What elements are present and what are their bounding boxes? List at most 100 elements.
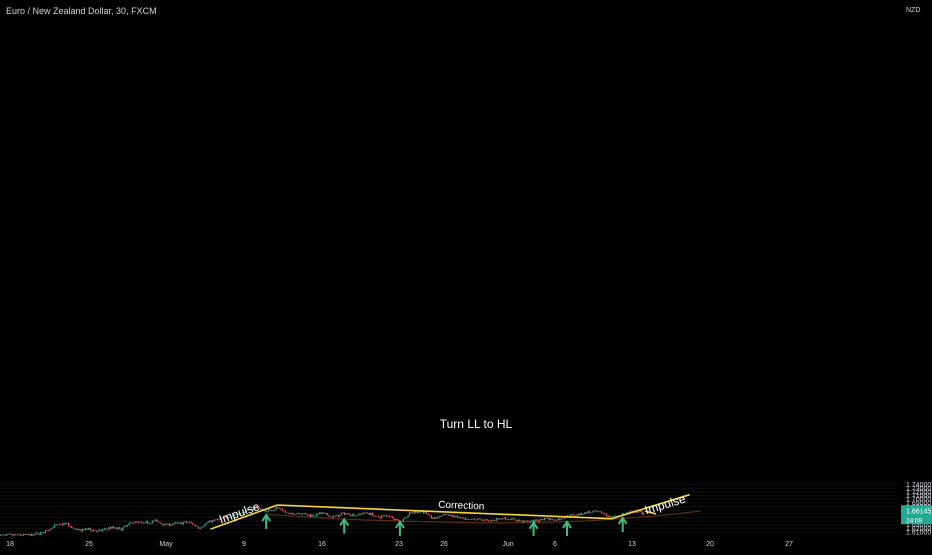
candle-body [432, 518, 434, 519]
candle-body [199, 527, 201, 529]
time-axis[interactable]: 18 25 May 9 16 23 26 Jun 6 13 20 27 [0, 536, 897, 550]
candle-body [348, 513, 350, 516]
time-axis-bg [0, 536, 897, 550]
candle-body [339, 514, 341, 517]
candle-body [595, 510, 597, 512]
candle-body [303, 512, 305, 514]
candle-body [167, 523, 169, 525]
time-tick: Jun [502, 541, 513, 548]
candle-body [41, 532, 43, 533]
candle-body [350, 515, 352, 516]
grid [0, 484, 897, 533]
candle-body [148, 523, 150, 524]
candle-body [484, 519, 487, 521]
candle-body [122, 527, 124, 531]
time-tick: May [159, 541, 173, 548]
candle-body [83, 528, 85, 530]
candle-body [455, 515, 457, 517]
candle-body [168, 523, 170, 526]
candle-body [9, 533, 11, 535]
candle-body [232, 515, 234, 517]
candle-body [277, 507, 279, 508]
candle-body [178, 522, 180, 524]
price-badge [901, 505, 932, 525]
candle-body [379, 516, 381, 519]
candle-body [219, 518, 222, 520]
candle-body [202, 526, 205, 528]
candle-body [117, 527, 119, 530]
up-arrow [395, 520, 405, 536]
candle-body [133, 522, 135, 524]
candle-body [506, 519, 508, 521]
candle-body [500, 518, 502, 520]
candle-body [190, 521, 192, 524]
candle-body [24, 534, 26, 535]
candle-body [223, 517, 225, 519]
candle-body [582, 514, 584, 515]
candle-body [161, 523, 163, 524]
candle-body [515, 519, 518, 522]
candle-body [390, 516, 392, 518]
candle-body [275, 507, 277, 510]
candle-body [539, 519, 541, 522]
candle-body [246, 509, 248, 512]
candle-body [554, 519, 556, 521]
candle-body [608, 516, 611, 518]
candle-body [198, 527, 200, 529]
candle-body [522, 520, 524, 523]
candle-body [463, 518, 465, 519]
price-axis[interactable]: NZD1.610001.620001.630001.640001.650001.… [897, 0, 932, 550]
candle-body [598, 511, 600, 513]
candle-body [295, 513, 298, 515]
time-tick: 20 [706, 541, 714, 548]
candle-body [181, 522, 183, 525]
candle-body [212, 520, 214, 523]
candle-body [109, 527, 112, 529]
candle-body [553, 519, 555, 521]
candle-body [452, 514, 454, 518]
candle-body [154, 519, 157, 521]
candle-body [396, 518, 398, 521]
candle-body [305, 512, 307, 515]
candle-body [145, 521, 147, 523]
candle-body [523, 520, 525, 523]
candle-body [100, 529, 102, 532]
price-axis-bg [897, 0, 932, 550]
candle-body [483, 520, 485, 522]
candle-body [123, 525, 126, 528]
candle-body [402, 518, 405, 522]
candle-body [216, 519, 219, 520]
candle-body [97, 530, 99, 532]
candle-body [325, 513, 327, 514]
candle-body [545, 518, 547, 519]
candle-body [37, 532, 39, 534]
candle-body [571, 514, 573, 516]
candle-body [635, 511, 637, 513]
candle-body [474, 518, 476, 520]
candle-body [460, 517, 462, 518]
candle-body [33, 534, 36, 535]
candle-body [464, 518, 467, 520]
candle-body [478, 518, 480, 520]
candle-body [16, 534, 19, 536]
candle-body [570, 514, 572, 517]
candle-body [170, 524, 172, 526]
candle-body [424, 512, 426, 514]
turn-label: Turn LL to HL [440, 417, 513, 431]
impulse-line-1 [210, 504, 278, 530]
candle-body [224, 516, 226, 518]
candle-body [68, 523, 70, 527]
candle-body [226, 516, 228, 519]
candle-body [336, 515, 338, 516]
candle-body [604, 513, 606, 515]
candle-body [125, 525, 127, 527]
candle-body [529, 521, 532, 523]
candle-body [66, 523, 68, 525]
candle-body [286, 512, 288, 514]
candle-body [323, 512, 325, 514]
candle-body [139, 522, 141, 523]
candle-body [233, 514, 236, 516]
candle-body [103, 528, 105, 530]
